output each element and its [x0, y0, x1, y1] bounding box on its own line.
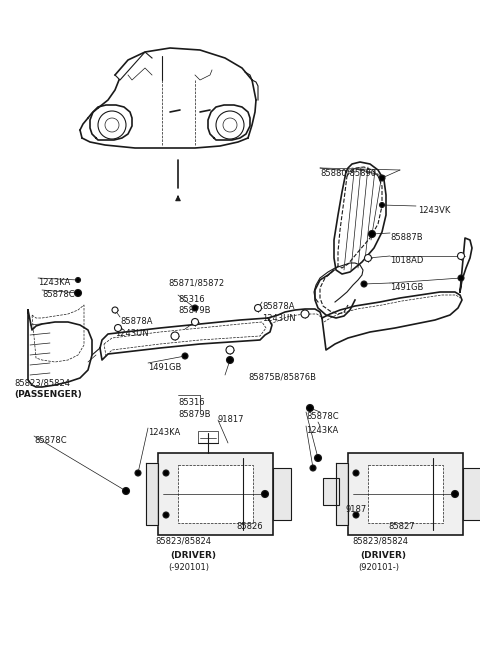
Bar: [368, 465, 443, 523]
Circle shape: [227, 357, 233, 363]
Bar: [198, 431, 218, 443]
Circle shape: [458, 275, 464, 281]
Text: 85878C: 85878C: [34, 436, 67, 445]
Text: 85878C: 85878C: [42, 290, 74, 299]
Text: 91817: 91817: [218, 415, 244, 424]
Circle shape: [226, 346, 234, 354]
Circle shape: [369, 231, 375, 237]
Text: 85879B: 85879B: [178, 410, 211, 419]
Text: 85871/85872: 85871/85872: [168, 278, 224, 287]
Circle shape: [135, 470, 141, 476]
Circle shape: [163, 470, 169, 476]
Text: (-920101): (-920101): [168, 563, 209, 572]
Circle shape: [379, 175, 385, 181]
Polygon shape: [336, 463, 348, 525]
Circle shape: [227, 346, 233, 353]
Text: 85887B: 85887B: [390, 233, 422, 242]
Circle shape: [74, 290, 82, 296]
Text: 1243UN: 1243UN: [115, 329, 149, 338]
Circle shape: [254, 304, 262, 311]
Text: 1243KA: 1243KA: [306, 426, 338, 435]
Bar: [323, 478, 339, 505]
Bar: [158, 453, 273, 535]
Text: 1491GB: 1491GB: [390, 283, 423, 292]
Circle shape: [115, 325, 121, 332]
Bar: [463, 468, 480, 520]
Text: 85878C: 85878C: [306, 412, 338, 421]
Text: 85823/85824: 85823/85824: [14, 378, 70, 387]
Text: 85878A: 85878A: [262, 302, 295, 311]
Text: 85316: 85316: [178, 295, 204, 304]
Bar: [348, 453, 463, 535]
Circle shape: [353, 470, 359, 476]
Circle shape: [452, 491, 458, 497]
Circle shape: [301, 310, 309, 318]
Circle shape: [163, 512, 169, 518]
Text: 1243VK: 1243VK: [418, 206, 450, 215]
Text: 85827: 85827: [388, 522, 415, 531]
Text: 85823/85824: 85823/85824: [352, 537, 408, 546]
Text: (DRIVER): (DRIVER): [360, 551, 406, 560]
Polygon shape: [146, 463, 158, 525]
Text: 1243KA: 1243KA: [148, 428, 180, 437]
Circle shape: [457, 252, 465, 260]
Text: 9187: 9187: [345, 505, 366, 514]
Circle shape: [364, 254, 372, 261]
Text: 1243KA: 1243KA: [38, 278, 70, 287]
Text: (PASSENGER): (PASSENGER): [14, 390, 82, 399]
Text: (920101-): (920101-): [358, 563, 399, 572]
Circle shape: [353, 512, 359, 518]
Circle shape: [192, 319, 199, 325]
Bar: [178, 465, 253, 523]
Text: 1243UN: 1243UN: [262, 314, 296, 323]
Text: 1491GB: 1491GB: [148, 363, 181, 372]
Circle shape: [307, 405, 313, 411]
Bar: [273, 468, 291, 520]
Circle shape: [380, 202, 384, 208]
Circle shape: [361, 281, 367, 287]
Circle shape: [182, 353, 188, 359]
Circle shape: [192, 305, 198, 311]
Circle shape: [171, 332, 179, 340]
Text: 85878A: 85878A: [120, 317, 153, 326]
Circle shape: [262, 491, 268, 497]
Text: 85880/85890: 85880/85890: [320, 168, 376, 177]
Circle shape: [122, 487, 130, 495]
Text: 85879B: 85879B: [178, 306, 211, 315]
Circle shape: [112, 307, 118, 313]
Text: 85316: 85316: [178, 398, 204, 407]
Circle shape: [75, 277, 81, 283]
Circle shape: [314, 455, 322, 461]
Text: 85823/85824: 85823/85824: [155, 537, 211, 546]
Text: 85875B/85876B: 85875B/85876B: [248, 372, 316, 381]
Text: 85826: 85826: [236, 522, 263, 531]
Circle shape: [310, 465, 316, 471]
Text: (DRIVER): (DRIVER): [170, 551, 216, 560]
Text: 1018AD: 1018AD: [390, 256, 423, 265]
